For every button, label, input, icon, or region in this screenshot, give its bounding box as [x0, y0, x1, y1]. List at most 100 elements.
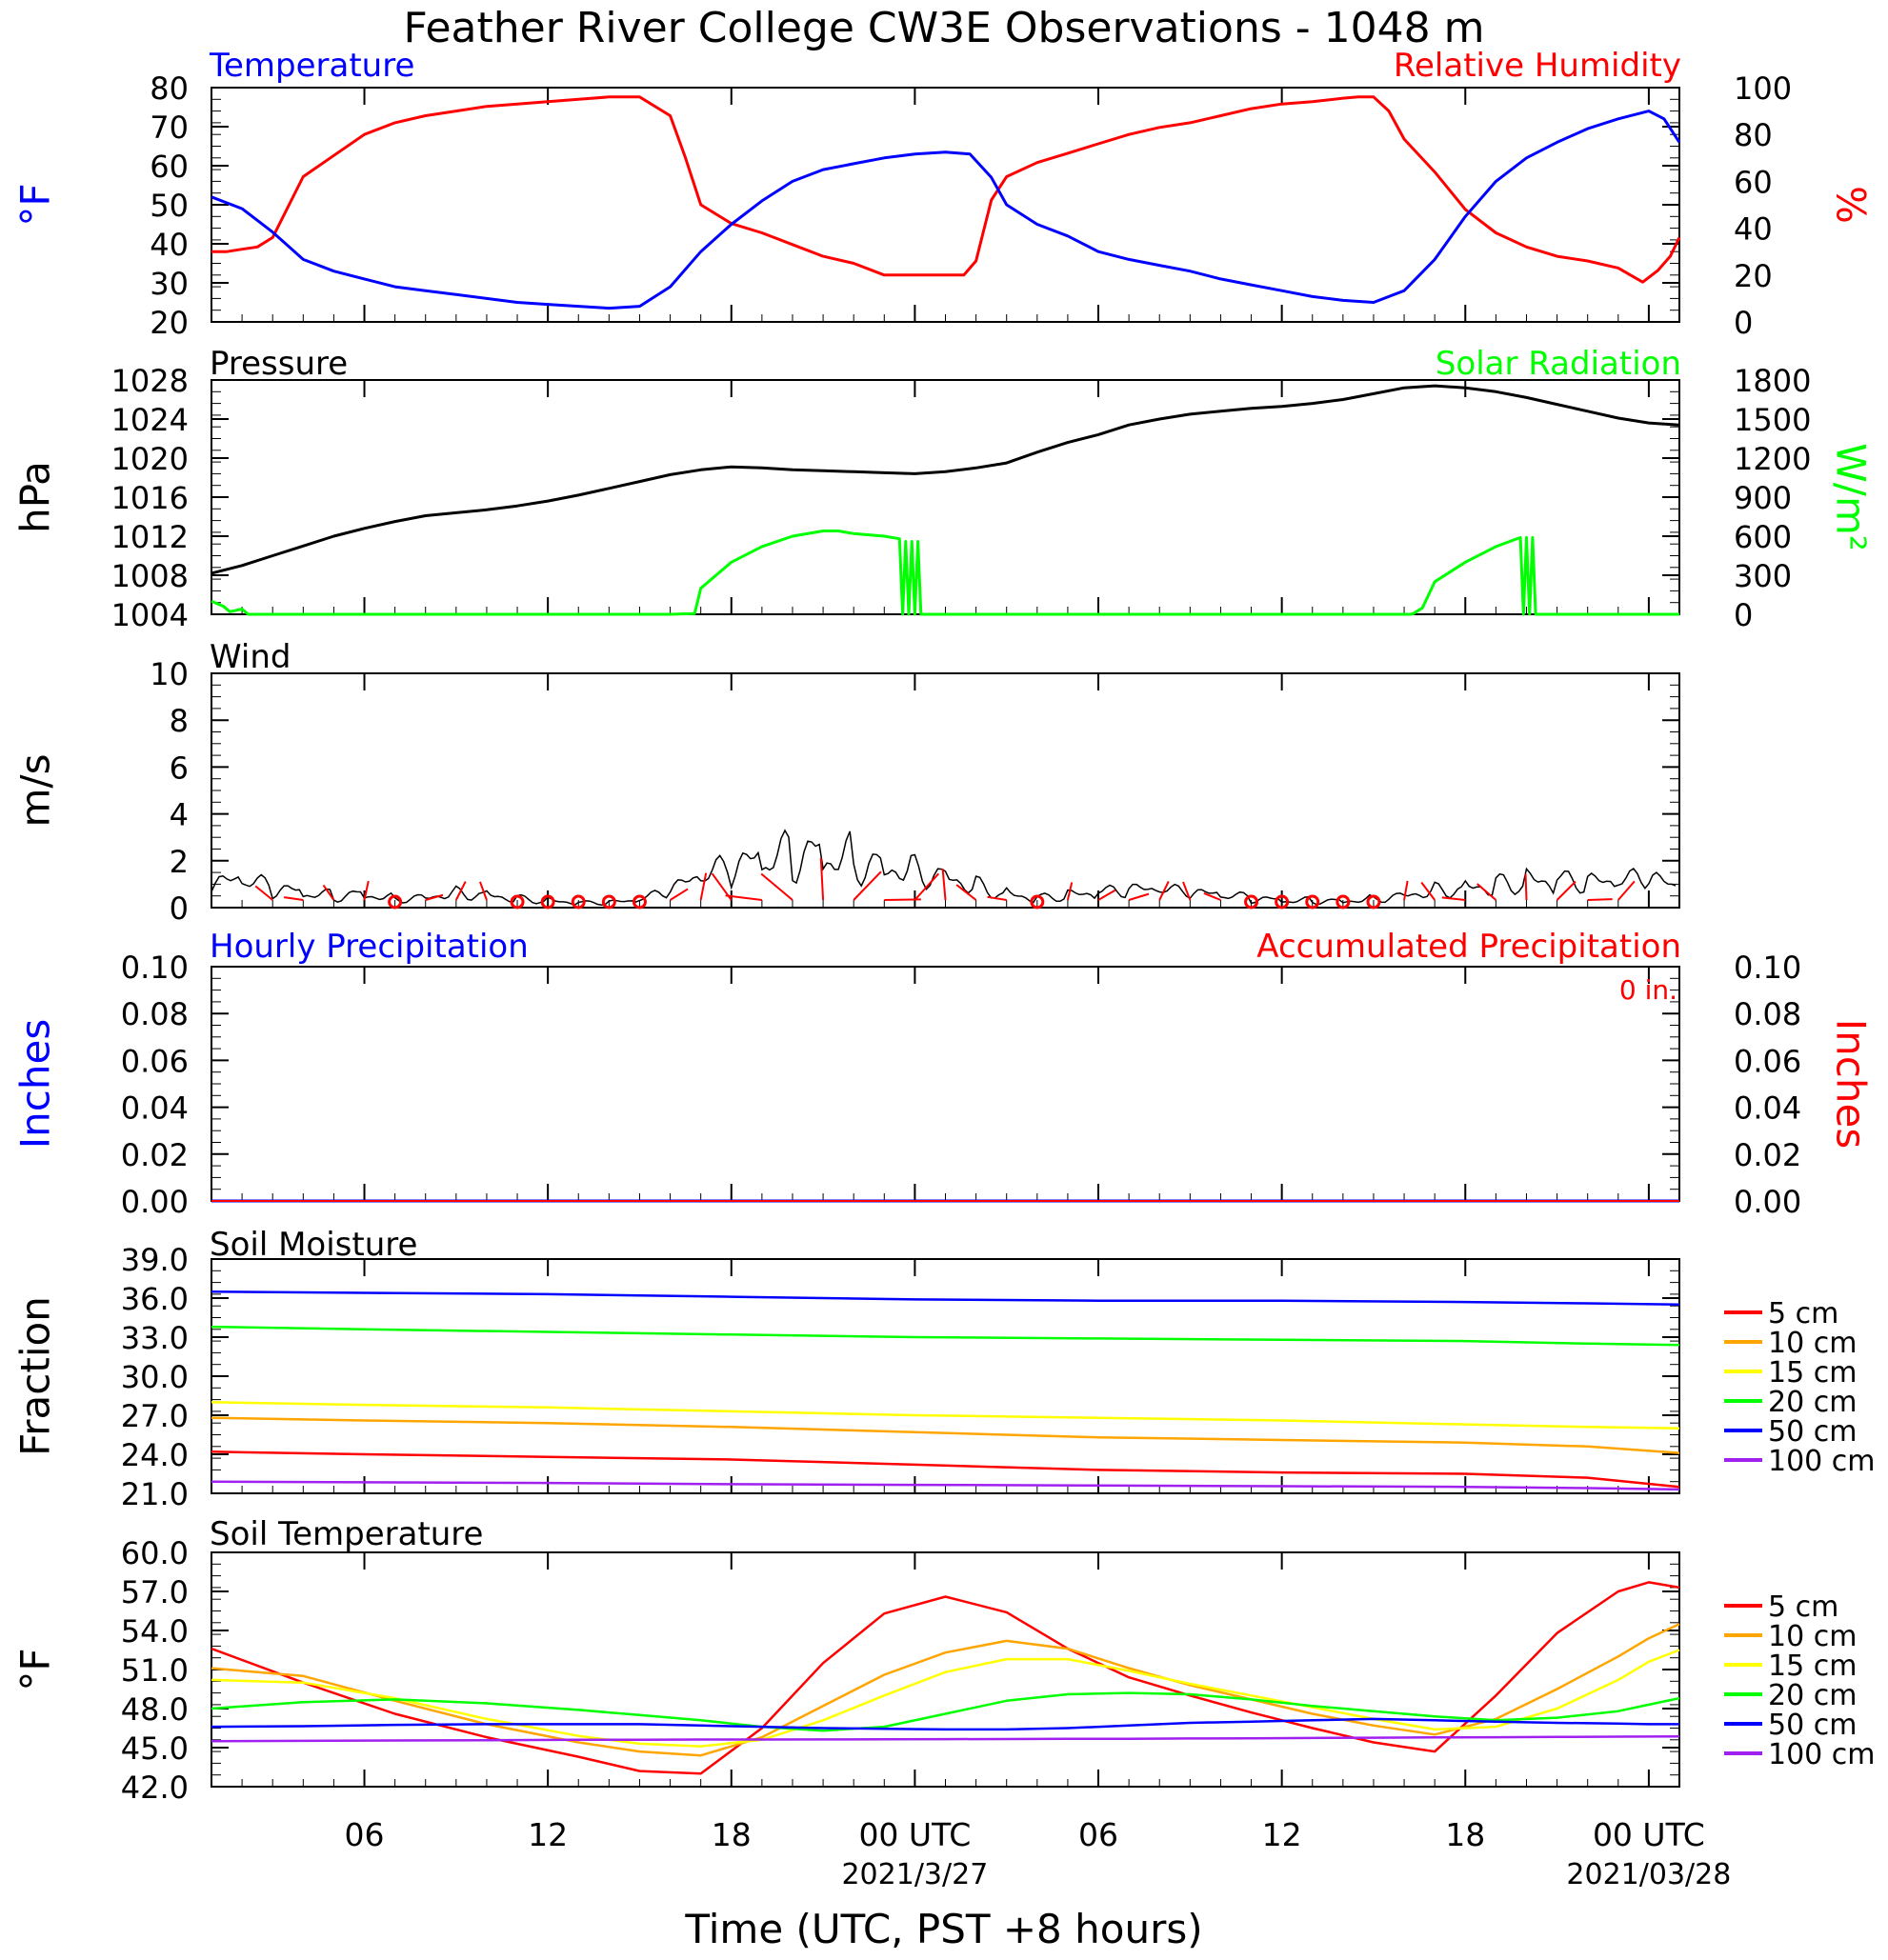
- wind-left-tick-label: 8: [170, 703, 189, 739]
- pres-right-tick-label: 600: [1734, 519, 1792, 555]
- wind-left-tick-label: 4: [170, 797, 189, 833]
- pres-right-tick-label: 300: [1734, 558, 1792, 594]
- soilm-series-5cm: [211, 1450, 1680, 1489]
- wind-direction-barb: [454, 881, 467, 901]
- x-date-label: 2021/03/28: [1566, 1858, 1731, 1891]
- x-date-label: 2021/3/27: [841, 1858, 988, 1891]
- humidity-line: [211, 95, 1681, 284]
- pres-right-title: Solar Radiation: [1436, 345, 1681, 383]
- temp-left-tick-label: 40: [150, 227, 189, 263]
- pres-left-tick-label: 1020: [111, 441, 189, 477]
- precip-right-title: Accumulated Precipitation: [1256, 928, 1681, 966]
- wind-direction-barb: [725, 894, 762, 901]
- wind-direction-barb: [819, 857, 825, 901]
- temperature-line: [211, 110, 1681, 310]
- x-axis-label: Time (UTC, PST +8 hours): [684, 1906, 1202, 1952]
- calm-wind-marker: [1336, 894, 1351, 910]
- wind-direction-barb: [425, 893, 444, 901]
- wind-direction-barb: [1128, 892, 1150, 901]
- chart-title: Feather River College CW3E Observations …: [404, 4, 1485, 52]
- x-tick-label: 00 UTC: [858, 1816, 971, 1853]
- soilm-series-15cm: [211, 1401, 1680, 1430]
- wind-direction-barb: [1097, 889, 1116, 901]
- soilt-series-15cm: [211, 1649, 1680, 1748]
- calm-wind-marker: [510, 894, 525, 910]
- soilt-legend-label: 20 cm: [1768, 1679, 1857, 1712]
- wind-direction-barb: [670, 888, 689, 901]
- wind-direction-barb: [987, 895, 1007, 901]
- soilt-series-100cm: [211, 1734, 1680, 1743]
- x-tick-label: 12: [1262, 1816, 1302, 1853]
- x-tick-label: 06: [345, 1816, 385, 1853]
- soilm-left-tick-label: 30.0: [121, 1359, 189, 1395]
- wind-left-title: Wind: [210, 638, 291, 676]
- soilm-series-10cm: [211, 1416, 1680, 1454]
- soilt-legend-label: 50 cm: [1768, 1709, 1857, 1742]
- temp-left-unit: °F: [12, 183, 59, 226]
- soilt-left-unit: °F: [12, 1648, 59, 1690]
- wind-direction-barb: [1420, 881, 1436, 901]
- soilm-left-tick-label: 27.0: [121, 1398, 189, 1434]
- time-axis: 06 12 18 00 UTC 06 12 18 00 UTC 2021/3/27 2021/03…: [345, 1816, 1732, 1891]
- soilm-legend-label: 10 cm: [1768, 1327, 1857, 1360]
- precip-left-tick-label: 0.02: [121, 1137, 189, 1173]
- precip-left-tick-label: 0.00: [121, 1184, 189, 1220]
- wind-direction-barb: [254, 885, 273, 901]
- soilt-frame: [211, 1551, 1680, 1788]
- wind-direction-barb: [1403, 880, 1409, 901]
- soilm-panel: 21.024.027.030.033.036.039.0 Soil Moistur…: [12, 1226, 1876, 1512]
- wind-direction-barb: [1441, 896, 1466, 901]
- calm-wind-marker: [388, 894, 403, 910]
- precip-left-tick-label: 0.10: [121, 950, 189, 986]
- soilt-panel: 42.045.048.051.054.057.060.0 Soil Tempera…: [12, 1515, 1876, 1806]
- wind-speed-line: [211, 829, 1677, 907]
- precip-frame: [211, 966, 1680, 1202]
- wind-direction-barb: [941, 869, 947, 901]
- wind-direction-barb: [1524, 873, 1528, 901]
- soilt-left-tick-label: 60.0: [121, 1535, 189, 1571]
- wind-direction-barb: [322, 884, 335, 901]
- temp-left-tick-label: 70: [150, 110, 189, 146]
- temp-left-tick-label: 50: [150, 188, 189, 224]
- pres-frame: [211, 379, 1680, 615]
- soilt-left-tick-label: 51.0: [121, 1652, 189, 1689]
- wind-direction-barb: [955, 884, 977, 901]
- temp-left-tick-label: 30: [150, 266, 189, 302]
- temp-left-tick-label: 80: [150, 70, 189, 107]
- accumulated-precip-total: 0 in.: [1619, 974, 1677, 1006]
- soilm-series-50cm: [211, 1290, 1680, 1307]
- soilt-series-10cm: [211, 1623, 1680, 1757]
- wind-panel: 0 2 4 6 8 10 Wind m/s: [12, 638, 1680, 927]
- calm-wind-marker: [1275, 894, 1290, 910]
- pres-left-title: Pressure: [210, 345, 348, 383]
- soilt-legend-label: 15 cm: [1768, 1650, 1857, 1683]
- precip-right-tick-label: 0.06: [1734, 1043, 1801, 1079]
- soilm-legend-label: 15 cm: [1768, 1356, 1857, 1390]
- calm-wind-marker: [1244, 894, 1259, 910]
- soilt-left-tick-label: 45.0: [121, 1730, 189, 1767]
- precip-right-tick-label: 0.00: [1734, 1184, 1801, 1220]
- pres-right-tick-label: 0: [1734, 597, 1753, 633]
- precip-left-title: Hourly Precipitation: [210, 928, 529, 966]
- calm-wind-marker: [1366, 894, 1381, 910]
- soilm-legend-label: 5 cm: [1768, 1297, 1838, 1330]
- soilm-legend-label: 100 cm: [1768, 1445, 1876, 1478]
- precip-right-tick-label: 0.02: [1734, 1137, 1801, 1173]
- temp-right-tick-label: 60: [1734, 164, 1773, 200]
- wind-direction-barb: [1158, 880, 1170, 901]
- wind-direction-barb: [479, 881, 488, 901]
- soilt-left-tick-label: 57.0: [121, 1574, 189, 1610]
- pres-left-tick-label: 1004: [111, 597, 189, 633]
- calm-wind-marker: [1305, 894, 1320, 910]
- temp-left-tick-label: 60: [150, 149, 189, 185]
- soilt-series-50cm: [211, 1717, 1679, 1731]
- wind-direction-barb: [363, 880, 370, 901]
- wind-left-tick-label: 10: [150, 656, 189, 692]
- wind-direction-barb: [1587, 898, 1613, 901]
- wind-left-unit: m/s: [12, 754, 59, 828]
- precip-right-tick-label: 0.04: [1734, 1090, 1801, 1127]
- soilm-legend-label: 50 cm: [1768, 1415, 1857, 1449]
- pres-right-tick-label: 1800: [1734, 363, 1811, 399]
